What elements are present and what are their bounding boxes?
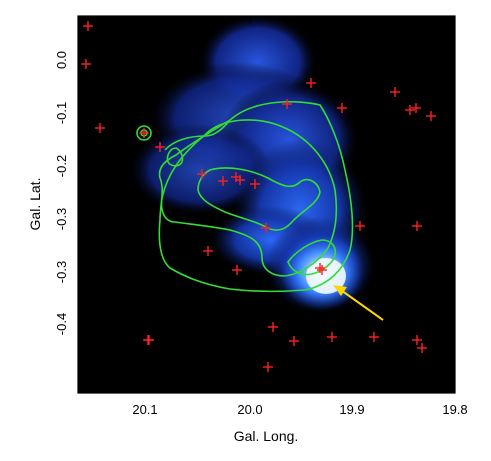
y-tick-marks: [78, 59, 455, 377]
source-marker: [411, 103, 421, 113]
source-marker: [144, 335, 154, 345]
source-marker: [327, 332, 337, 342]
source-marker: [417, 343, 427, 353]
bridge-contour: [164, 119, 231, 151]
outer-contour: [158, 100, 354, 293]
x-axis-title: Gal. Long.: [234, 428, 299, 444]
plot-frame: [77, 15, 456, 394]
source-marker: [250, 179, 260, 189]
y-tick-label: -0.3: [54, 261, 69, 283]
source-marker: [282, 99, 292, 109]
source-marker: [203, 246, 213, 256]
source-marker: [337, 103, 347, 113]
x-tick-label: 19.8: [442, 402, 467, 417]
y-tick-label: 0.0: [54, 51, 69, 69]
arrow-icon: [333, 285, 384, 321]
core-contour: [287, 239, 337, 276]
y-tick-label: -0.1: [54, 102, 69, 124]
source-marker: [95, 123, 105, 133]
source-marker: [268, 322, 278, 332]
source-marker: [83, 21, 93, 31]
marker-layer: [81, 21, 436, 372]
compact-source-contour: [136, 125, 152, 141]
source-marker: [232, 265, 242, 275]
inner-contour: [197, 167, 321, 231]
source-marker: [289, 336, 299, 346]
y-axis-title: Gal. Lat.: [27, 178, 43, 231]
source-marker: [405, 105, 415, 115]
tail-contour: [166, 147, 184, 167]
source-marker: [317, 265, 327, 275]
source-marker: [426, 111, 436, 121]
y-tick-label: -0.4: [54, 313, 69, 335]
source-marker: [412, 221, 422, 231]
middle-contour: [160, 119, 338, 277]
y-tick-label: -0.2: [54, 155, 69, 177]
x-tick-label: 20.1: [132, 402, 157, 417]
source-marker: [263, 362, 273, 372]
source-marker: [355, 221, 365, 231]
source-marker: [412, 335, 422, 345]
source-marker: [235, 175, 245, 185]
source-marker: [155, 142, 165, 152]
source-marker: [390, 87, 400, 97]
source-marker: [218, 176, 228, 186]
source-marker: [315, 263, 325, 273]
y-tick-label: -0.3: [54, 208, 69, 230]
source-marker: [306, 78, 316, 88]
source-marker: [369, 332, 379, 342]
source-marker: [139, 128, 149, 138]
x-tick-marks: [119, 16, 456, 393]
x-tick-label: 19.9: [339, 402, 364, 417]
source-marker: [81, 59, 91, 69]
source-marker: [261, 223, 271, 233]
x-tick-label: 20.0: [237, 402, 262, 417]
source-marker: [197, 169, 207, 179]
